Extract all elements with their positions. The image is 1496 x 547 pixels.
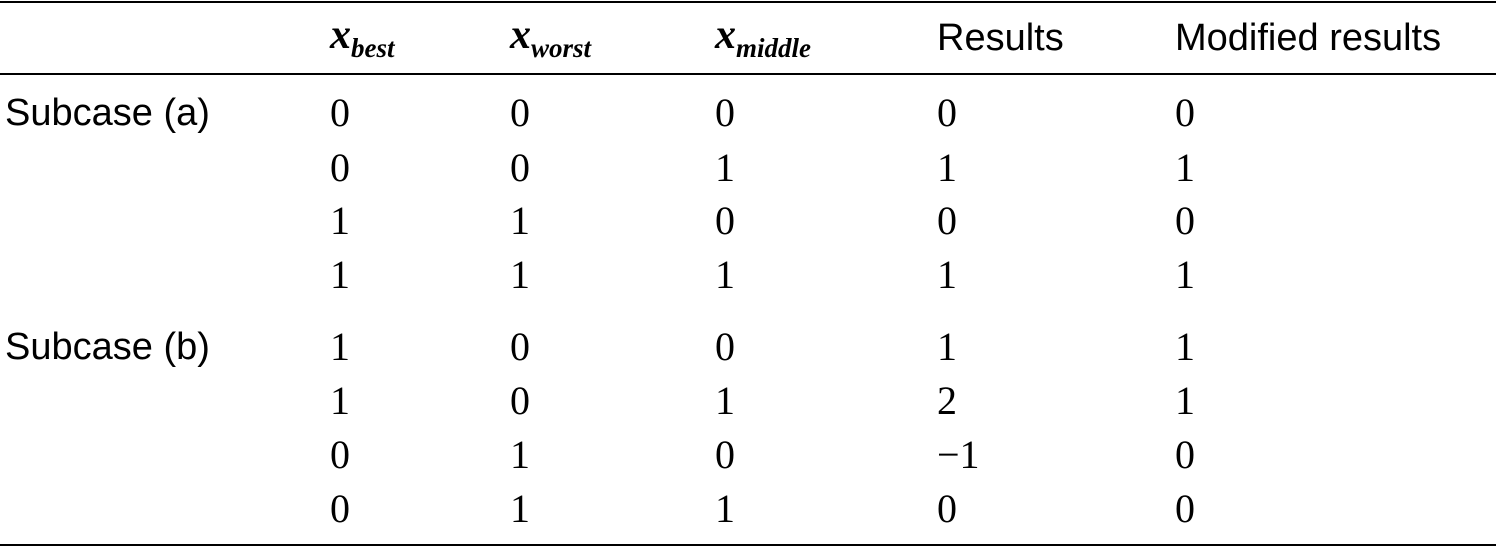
cell: 0: [715, 432, 735, 477]
header-subscript: worst: [531, 33, 592, 63]
cell: 1: [1175, 378, 1195, 423]
cell: 1: [937, 252, 957, 297]
cell: 0: [937, 486, 957, 531]
bottom-rule: [0, 544, 1496, 546]
cell: 0: [330, 145, 350, 190]
column-header: Results: [937, 17, 1064, 59]
cell: 1: [510, 432, 530, 477]
column-header: Modified results: [1175, 17, 1442, 59]
cell: 0: [1175, 198, 1195, 243]
cell: 1: [510, 252, 530, 297]
cell: 0: [1175, 90, 1195, 135]
cell: 0: [510, 90, 530, 135]
cell: 0: [715, 90, 735, 135]
cell: 0: [1175, 432, 1195, 477]
cell: 1: [330, 324, 350, 369]
cell: 0: [937, 198, 957, 243]
cell: 1: [1175, 324, 1195, 369]
cell: 0: [330, 90, 350, 135]
group-label: Subcase (a): [5, 92, 210, 134]
cell: 0: [1175, 486, 1195, 531]
header-subscript: middle: [736, 33, 811, 63]
cell: 0: [715, 198, 735, 243]
cell: 1: [510, 198, 530, 243]
header-symbol: x: [510, 12, 531, 58]
header-rule: [0, 73, 1496, 75]
cell: 0: [937, 90, 957, 135]
cell: 1: [937, 145, 957, 190]
column-header: xworst: [510, 14, 591, 62]
cell: 0: [510, 378, 530, 423]
cell: 1: [715, 378, 735, 423]
cell: 0: [715, 324, 735, 369]
header-subscript: best: [351, 33, 395, 63]
cell: 0: [510, 324, 530, 369]
header-symbol: x: [330, 12, 351, 58]
column-header: xbest: [330, 14, 395, 62]
cell: 2: [937, 378, 957, 423]
cell: 1: [715, 486, 735, 531]
column-header: xmiddle: [715, 14, 811, 62]
cell: 1: [330, 198, 350, 243]
cell: 0: [510, 145, 530, 190]
cell: 1: [1175, 252, 1195, 297]
group-label: Subcase (b): [5, 326, 210, 368]
cell: 0: [330, 486, 350, 531]
cell: 0: [330, 432, 350, 477]
cell: 1: [937, 324, 957, 369]
cell: 1: [330, 378, 350, 423]
header-symbol: x: [715, 12, 736, 58]
top-rule: [0, 1, 1496, 3]
cell: 1: [715, 252, 735, 297]
cell: 1: [330, 252, 350, 297]
cell: −1: [937, 432, 980, 477]
cell: 1: [715, 145, 735, 190]
cell: 1: [1175, 145, 1195, 190]
cell: 1: [510, 486, 530, 531]
